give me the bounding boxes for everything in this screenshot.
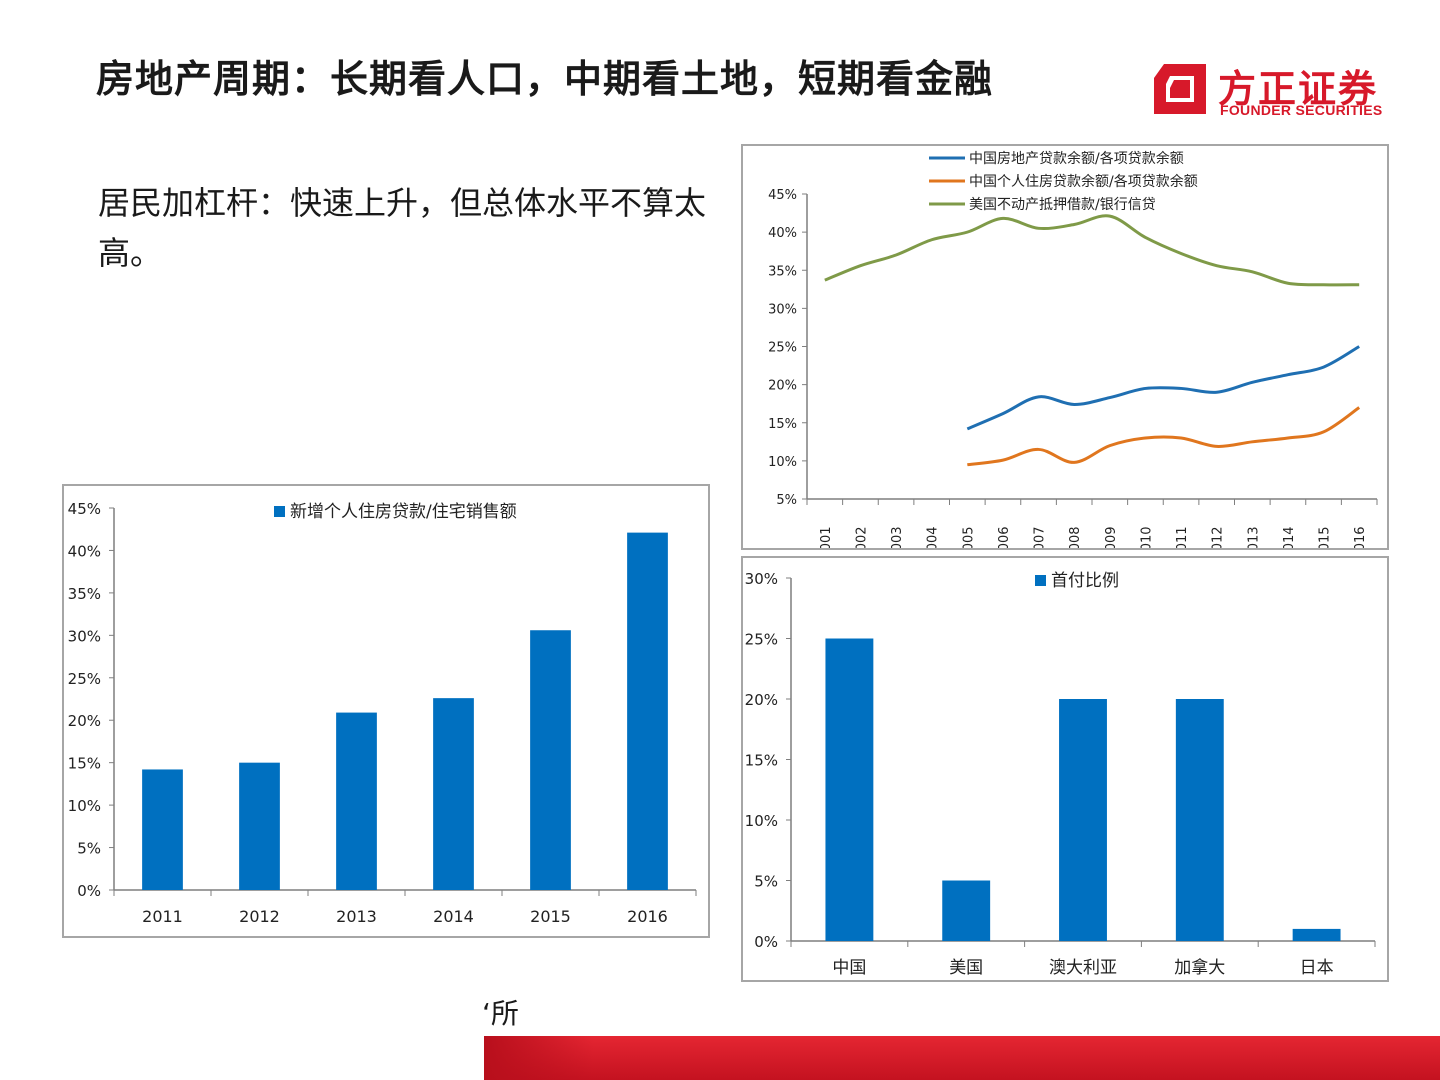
bar bbox=[825, 638, 874, 941]
x-tick-label: 美国 bbox=[949, 958, 983, 978]
bar bbox=[1175, 699, 1224, 941]
x-tick-label: 2009 bbox=[1104, 526, 1119, 548]
x-tick-label: 2002 bbox=[854, 526, 869, 548]
legend-label: 新增个人住房贷款/住宅销售额 bbox=[290, 502, 517, 522]
downpayment-bar-chart-frame: 0% 5% 10% 15% 20% 25% 30% 中国 美国 澳大利亚 加拿大 日本 首付比例 bbox=[741, 556, 1389, 982]
x-tick-label: 2004 bbox=[926, 526, 941, 548]
housing-bar-chart: 0% 5% 10% 15% 20% 25% 30% 35% 40% 45% 2011 2012 2013… bbox=[68, 500, 697, 926]
x-tick-label: 2001 bbox=[819, 526, 834, 548]
y-tick-label: 20% bbox=[68, 712, 101, 730]
y-tick-label: 15% bbox=[745, 752, 778, 770]
x-tick-label: 日本 bbox=[1300, 958, 1334, 978]
legend-label-1: 中国个人住房贷款余额/各项贷款余额 bbox=[969, 173, 1198, 190]
y-tick-label: 5% bbox=[754, 873, 778, 891]
founder-logo-icon bbox=[1154, 64, 1206, 114]
y-tick-label: 5% bbox=[77, 840, 101, 858]
y-tick-label: 15% bbox=[768, 417, 797, 432]
x-tick-label: 2016 bbox=[627, 907, 668, 926]
x-tick-label: 2015 bbox=[530, 907, 571, 926]
y-tick-label: 15% bbox=[68, 755, 101, 773]
x-tick-label: 2006 bbox=[997, 526, 1012, 548]
bar bbox=[239, 762, 280, 890]
y-tick-label: 35% bbox=[768, 264, 797, 279]
bar bbox=[1059, 699, 1107, 941]
x-tick-label: 中国 bbox=[832, 958, 866, 978]
y-tick-label: 30% bbox=[68, 627, 101, 645]
housing-bar-chart-frame: 0% 5% 10% 15% 20% 25% 30% 35% 40% 45% 2011 2012 2013… bbox=[62, 484, 710, 938]
x-tick-label: 2008 bbox=[1068, 526, 1083, 548]
legend-label-0: 中国房地产贷款余额/各项贷款余额 bbox=[969, 150, 1184, 167]
y-tick-label: 0% bbox=[754, 933, 778, 951]
x-tick-label: 2011 bbox=[1175, 526, 1190, 548]
x-tick-label: 加拿大 bbox=[1174, 957, 1225, 978]
x-tick-label: 2010 bbox=[1139, 526, 1154, 548]
x-tick-label: 2012 bbox=[1211, 526, 1226, 548]
downpayment-bar-chart: 0% 5% 10% 15% 20% 25% 30% 中国 美国 澳大利亚 加拿大 日本 首付比例 bbox=[745, 570, 1376, 978]
y-tick-label: 20% bbox=[768, 379, 797, 394]
source-note-fragment: ‘所 bbox=[482, 997, 519, 1030]
x-tick-label: 2003 bbox=[890, 526, 905, 548]
bar bbox=[433, 698, 474, 890]
logo-english-name: FOUNDER SECURITIES bbox=[1220, 102, 1383, 118]
y-tick-label: 20% bbox=[745, 691, 778, 709]
y-tick-label: 45% bbox=[768, 188, 797, 203]
x-tick-label: 2005 bbox=[961, 526, 976, 548]
x-tick-label: 2014 bbox=[1282, 526, 1297, 548]
legend-label: 首付比例 bbox=[1051, 571, 1119, 591]
y-tick-label: 45% bbox=[68, 500, 101, 518]
logo-chinese-name: 方正证券 bbox=[1218, 67, 1379, 111]
x-tick-label: 2014 bbox=[433, 907, 474, 926]
y-tick-label: 30% bbox=[745, 570, 778, 588]
bar bbox=[530, 630, 571, 890]
line-series-2 bbox=[824, 214, 1360, 287]
x-tick-label: 2016 bbox=[1353, 526, 1368, 548]
x-tick-label: 2012 bbox=[239, 907, 280, 926]
y-tick-label: 30% bbox=[768, 302, 797, 317]
footer-red-band bbox=[484, 1036, 1440, 1080]
y-tick-label: 5% bbox=[776, 493, 797, 508]
line-series-1 bbox=[967, 406, 1361, 467]
founder-logo: 方正证券 FOUNDER SECURITIES bbox=[1150, 58, 1390, 122]
bar bbox=[1292, 928, 1341, 941]
y-tick-label: 35% bbox=[68, 585, 101, 603]
bar bbox=[142, 769, 183, 890]
x-tick-label: 2015 bbox=[1318, 526, 1333, 548]
line-chart-frame: 5% 10% 15% 20% 25% 30% 35% 40% 45% 2001 2002 2003 20… bbox=[741, 144, 1389, 560]
page-title: 房地产周期：长期看人口，中期看土地，短期看金融 bbox=[96, 57, 994, 101]
body-text: 居民加杠杆：快速上升，但总体水平不算太高。 bbox=[98, 184, 707, 272]
line-chart: 5% 10% 15% 20% 25% 30% 35% 40% 45% 2001 2002 2003 20… bbox=[768, 150, 1378, 560]
y-tick-label: 40% bbox=[768, 226, 797, 241]
bar bbox=[336, 712, 377, 890]
y-tick-label: 0% bbox=[77, 882, 101, 900]
y-tick-label: 10% bbox=[68, 797, 101, 815]
bar bbox=[942, 880, 991, 941]
legend-label-2: 美国不动产抵押借款/银行信贷 bbox=[969, 197, 1156, 213]
footer-red-band-shade bbox=[484, 1036, 594, 1080]
legend-swatch bbox=[274, 506, 285, 517]
x-tick-label: 2013 bbox=[1246, 526, 1261, 548]
y-tick-label: 40% bbox=[68, 542, 101, 560]
x-tick-label: 澳大利亚 bbox=[1049, 958, 1117, 978]
line-series-0 bbox=[966, 345, 1360, 431]
y-tick-label: 10% bbox=[745, 812, 778, 830]
x-tick-label: 2011 bbox=[142, 907, 183, 926]
x-tick-label: 2013 bbox=[336, 907, 377, 926]
y-tick-label: 25% bbox=[68, 670, 101, 688]
legend-swatch bbox=[1035, 575, 1046, 586]
y-tick-label: 25% bbox=[745, 631, 778, 649]
y-tick-label: 25% bbox=[768, 341, 797, 356]
bar bbox=[627, 532, 668, 890]
x-tick-label: 2007 bbox=[1033, 526, 1048, 548]
y-tick-label: 10% bbox=[768, 455, 797, 470]
